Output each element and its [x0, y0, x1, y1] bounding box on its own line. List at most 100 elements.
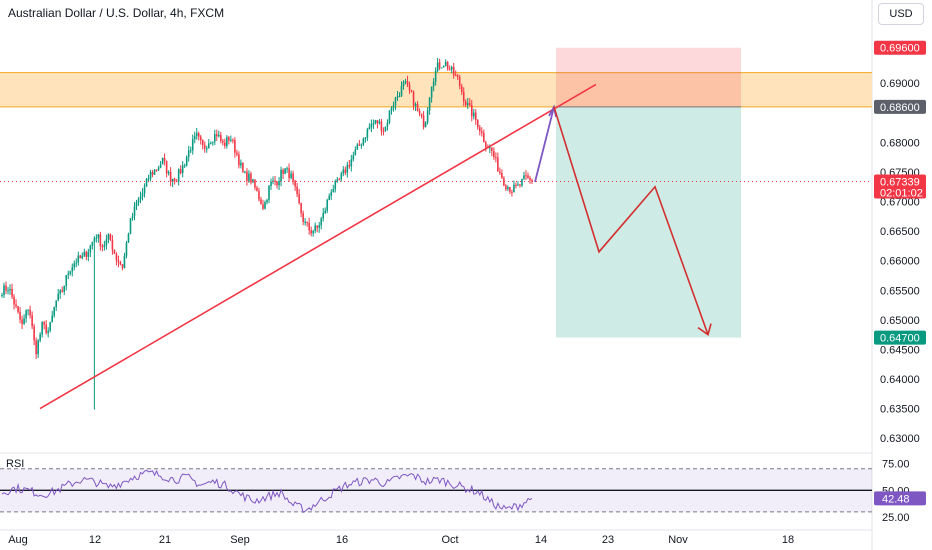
time-tick-label: 21: [159, 534, 171, 546]
candle-body: [230, 139, 232, 141]
candle-body: [51, 315, 53, 323]
candle-body: [322, 212, 325, 219]
last-price-badge-countdown: 02:01:02: [880, 187, 923, 199]
price-tick-label: 0.64000: [880, 374, 920, 386]
candle-body: [228, 137, 230, 141]
candle-body: [464, 101, 467, 106]
candle-body: [288, 168, 290, 179]
candle-body: [458, 77, 461, 86]
candle-body: [187, 150, 190, 158]
price-tick-label: 0.65000: [880, 315, 920, 327]
candle-body: [366, 129, 369, 138]
candle-body: [161, 157, 164, 165]
candle-body: [446, 62, 449, 69]
currency-button[interactable]: USD: [878, 3, 924, 25]
candle-body: [306, 221, 308, 223]
candle-body: [352, 155, 355, 160]
rsi-value-badge-bg: [874, 491, 926, 506]
candle-body: [501, 172, 503, 179]
candle-body: [278, 181, 280, 186]
position-tool: [556, 47, 741, 338]
candle-body: [33, 326, 35, 341]
candle-body: [115, 253, 118, 261]
candle-body: [304, 221, 306, 223]
candle-body: [316, 225, 318, 228]
candle-body: [73, 263, 76, 268]
candle-body: [57, 293, 60, 301]
candle-body: [519, 184, 521, 186]
price-tick-label: 0.66500: [880, 226, 920, 238]
candle-body: [159, 164, 162, 168]
rsi-pane: [0, 468, 872, 514]
candle-body: [420, 113, 423, 116]
candle-body: [513, 184, 515, 193]
candle-body: [479, 127, 481, 132]
take-profit-zone: [556, 106, 741, 338]
time-tick-label: 23: [602, 534, 614, 546]
candle-body: [157, 167, 160, 171]
candle-body: [310, 230, 312, 234]
candle-body: [242, 162, 244, 172]
candle-body: [109, 234, 112, 241]
candle-body: [364, 137, 367, 139]
candle-body: [89, 245, 92, 253]
candle-body: [274, 180, 276, 182]
candle-body: [131, 216, 134, 219]
candle-body: [151, 172, 154, 175]
rsi-label: RSI: [6, 458, 25, 470]
candle-body: [111, 240, 114, 250]
candle-body: [444, 62, 447, 66]
candle-body: [205, 148, 208, 150]
candle-body: [43, 322, 45, 325]
candle-body: [145, 178, 148, 187]
candle-body: [49, 322, 51, 331]
candle-body: [370, 123, 373, 128]
candle-body: [350, 159, 353, 167]
candle-body: [3, 285, 5, 296]
candle-body: [105, 239, 108, 246]
candle-body: [117, 260, 120, 263]
candle-body: [53, 307, 55, 316]
price-tick-label: 0.64500: [880, 344, 920, 356]
candle-body: [37, 340, 39, 355]
candle-body: [495, 157, 497, 159]
candle-body: [358, 144, 361, 146]
candle-body: [456, 75, 459, 78]
candle-body: [195, 133, 198, 137]
rsi-tick-label: 75.00: [882, 458, 910, 470]
stop-badge: 0.69600: [880, 43, 920, 55]
candle-body: [406, 81, 409, 85]
candle-body: [252, 179, 254, 183]
candle-body: [55, 300, 58, 308]
candle-body: [489, 147, 491, 149]
candle-body: [9, 288, 11, 291]
candle-body: [214, 134, 216, 142]
candle-body: [330, 192, 333, 196]
candle-body: [103, 245, 106, 247]
candle-body: [133, 206, 136, 217]
candle-body: [418, 110, 421, 114]
candle-body: [248, 173, 250, 181]
candle-body: [338, 179, 341, 181]
candle-body: [476, 120, 479, 128]
candle-body: [177, 169, 180, 182]
time-tick-label: 16: [336, 534, 348, 546]
candle-body: [232, 139, 234, 141]
candle-body: [91, 241, 94, 246]
candle-body: [302, 213, 304, 222]
candle-body: [342, 169, 345, 174]
candle-body: [517, 184, 519, 186]
candle-body: [318, 225, 320, 228]
candle-body: [438, 62, 441, 68]
candle-body: [77, 255, 80, 263]
candle-body: [384, 126, 387, 132]
candle-body: [485, 142, 487, 148]
candle-body: [69, 271, 72, 274]
rsi-line: [1, 469, 533, 514]
candle-body: [460, 85, 463, 92]
candle-body: [294, 180, 296, 187]
candle-body: [410, 90, 413, 92]
candle-body: [378, 121, 381, 124]
